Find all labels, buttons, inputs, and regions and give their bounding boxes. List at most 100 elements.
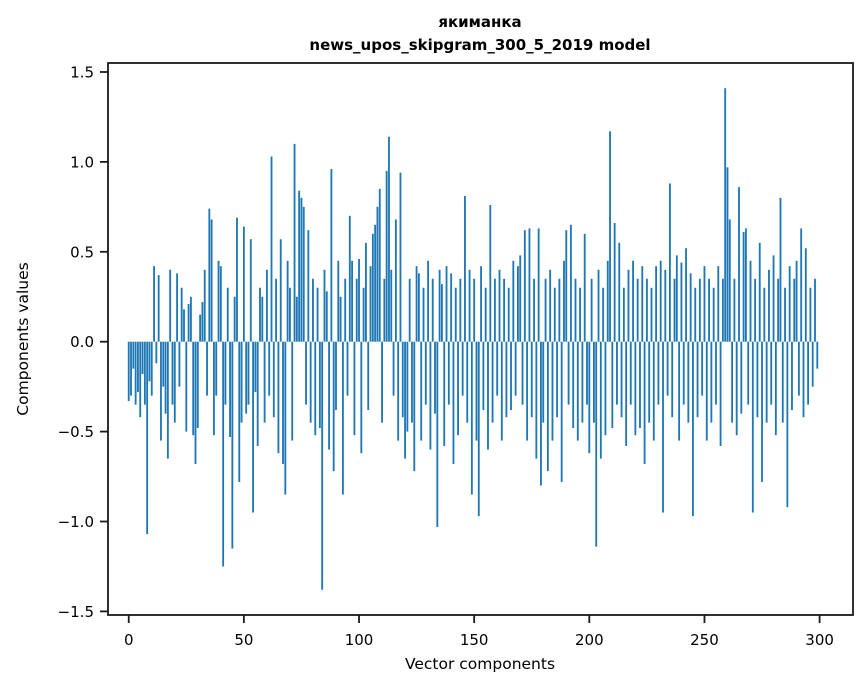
bar xyxy=(493,278,496,342)
bar xyxy=(618,242,621,342)
bar xyxy=(576,341,579,441)
bar xyxy=(378,188,381,342)
bar xyxy=(639,341,641,429)
bar xyxy=(698,278,701,342)
bar xyxy=(629,341,632,405)
bar xyxy=(606,260,609,342)
bar xyxy=(480,266,482,342)
bar xyxy=(692,341,694,517)
bar xyxy=(473,278,476,342)
bar xyxy=(678,341,681,441)
bar xyxy=(447,341,450,405)
bar xyxy=(572,341,575,429)
y-tick-label: 1.0 xyxy=(70,153,94,171)
bar xyxy=(365,242,367,342)
bar xyxy=(537,228,540,342)
bar xyxy=(180,287,183,342)
y-axis-ticks: 1.5 1.0 0.5 0.0 −0.5 −1.0 −1.5 xyxy=(58,63,108,621)
bar xyxy=(367,341,370,411)
bar xyxy=(724,88,727,342)
bar xyxy=(477,341,480,517)
y-tick-label: 0.0 xyxy=(70,333,94,351)
bar xyxy=(708,278,710,342)
bar xyxy=(517,266,519,342)
chart-title: якиманка xyxy=(438,13,521,31)
bar xyxy=(514,341,517,396)
bar xyxy=(662,341,664,513)
bar xyxy=(715,341,717,405)
bar xyxy=(795,260,798,342)
bars-group xyxy=(127,88,819,590)
bar xyxy=(680,262,683,342)
bar xyxy=(496,341,499,396)
bar xyxy=(369,266,372,342)
bar xyxy=(438,269,441,342)
bar xyxy=(178,341,181,387)
y-tick-label: −1.0 xyxy=(58,513,94,531)
bar xyxy=(155,341,158,364)
bar xyxy=(374,224,377,342)
bar xyxy=(314,341,317,436)
bar xyxy=(298,190,301,342)
bar xyxy=(436,341,439,527)
x-tick-label: 100 xyxy=(345,631,374,649)
bar xyxy=(344,278,347,342)
bar xyxy=(127,341,130,402)
bar xyxy=(560,341,563,482)
bar xyxy=(535,341,538,459)
bar xyxy=(321,341,324,590)
bar xyxy=(171,341,174,405)
bar xyxy=(291,341,294,441)
bar xyxy=(574,278,577,342)
bar xyxy=(586,341,588,405)
bar xyxy=(733,278,736,342)
bar xyxy=(563,260,565,342)
bar xyxy=(226,287,229,342)
bar xyxy=(192,341,195,436)
bar xyxy=(162,341,165,387)
bar xyxy=(213,341,215,436)
bar xyxy=(763,287,766,342)
bar xyxy=(611,341,614,429)
bar xyxy=(265,269,268,342)
bar xyxy=(731,341,734,423)
bar xyxy=(749,260,752,342)
bar xyxy=(358,258,360,342)
bar xyxy=(643,341,646,464)
bar xyxy=(279,239,282,342)
bar xyxy=(229,341,231,437)
bar xyxy=(242,226,245,342)
bar xyxy=(146,341,149,535)
bar xyxy=(758,242,761,342)
bar xyxy=(341,341,344,495)
bar xyxy=(593,341,595,423)
bar xyxy=(464,196,466,342)
bar xyxy=(399,172,402,342)
bar xyxy=(533,278,535,342)
bar xyxy=(793,278,796,342)
bar xyxy=(599,341,602,459)
bar xyxy=(240,341,243,423)
bar xyxy=(282,341,284,464)
bar xyxy=(588,341,591,454)
bar xyxy=(309,341,312,423)
bar xyxy=(694,287,697,342)
bar xyxy=(348,215,351,342)
bar xyxy=(351,260,354,342)
bar xyxy=(616,341,618,405)
bar xyxy=(388,136,390,342)
bar xyxy=(528,228,531,342)
bar xyxy=(505,341,508,418)
bar xyxy=(141,341,144,375)
bar xyxy=(546,341,549,472)
bar xyxy=(664,269,667,342)
bar xyxy=(176,273,179,342)
bar xyxy=(652,341,655,441)
bar xyxy=(590,278,593,342)
bar xyxy=(788,266,791,342)
bar xyxy=(641,266,644,342)
x-tick-label: 300 xyxy=(805,631,834,649)
bar xyxy=(650,287,653,342)
bar xyxy=(510,341,512,411)
bar xyxy=(489,205,492,342)
